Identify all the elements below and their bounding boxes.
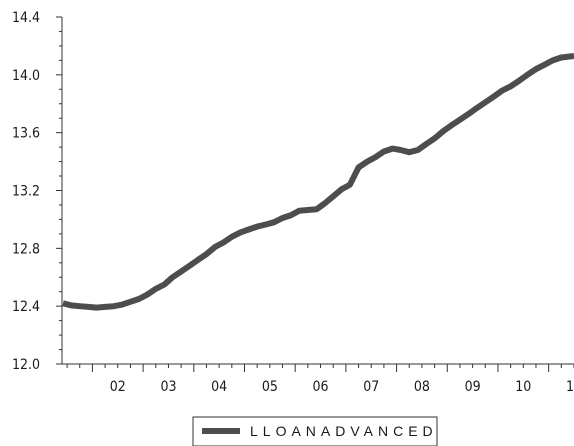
x-tick-label: 10 bbox=[515, 379, 531, 395]
x-tick-label: 11 bbox=[566, 379, 574, 395]
legend-label: LLOANADVANCED bbox=[250, 423, 438, 439]
x-tick-label: 03 bbox=[160, 379, 176, 395]
x-axis: 02 03 04 05 06 07 08 09 10 11 bbox=[62, 363, 574, 395]
x-tick-label: 09 bbox=[465, 379, 481, 395]
y-tick-label: 12.4 bbox=[12, 299, 40, 315]
x-tick-label: 04 bbox=[211, 379, 227, 395]
y-tick-label: 12.8 bbox=[12, 241, 40, 257]
y-axis: 12.0 12.4 12.8 13.2 13.6 14.0 14.4 bbox=[12, 10, 63, 373]
series-layer bbox=[62, 53, 574, 311]
y-tick-label: 13.2 bbox=[12, 184, 40, 200]
x-tick-label: 02 bbox=[110, 379, 126, 395]
legend-box bbox=[192, 416, 438, 446]
x-tick-label: 06 bbox=[313, 379, 329, 395]
y-tick-label: 14.4 bbox=[12, 10, 40, 26]
x-tick-label: 08 bbox=[414, 379, 430, 395]
series-line bbox=[62, 53, 574, 311]
x-tick-label: 07 bbox=[363, 379, 379, 395]
y-tick-label: 13.6 bbox=[12, 126, 40, 142]
y-tick-label: 12.0 bbox=[12, 357, 40, 373]
x-tick-label: 05 bbox=[262, 379, 278, 395]
legend: LLOANADVANCED bbox=[192, 416, 438, 446]
y-tick-label: 14.0 bbox=[12, 68, 40, 84]
